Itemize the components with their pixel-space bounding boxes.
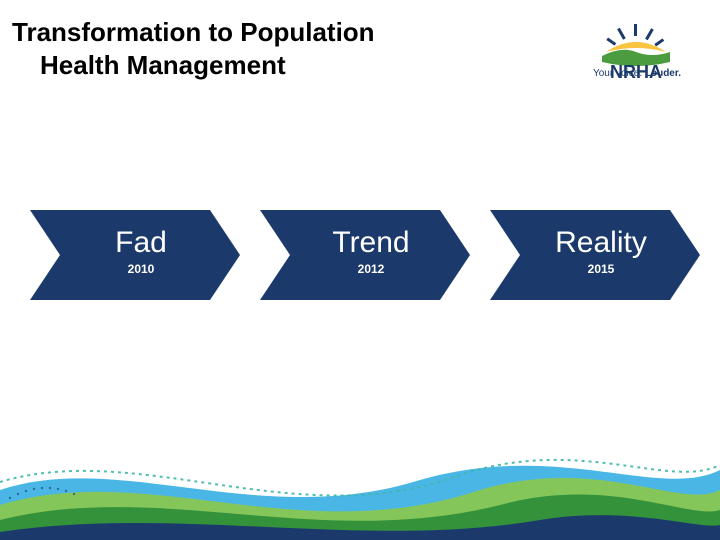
slide: Transformation to Population Health Mana… (0, 0, 720, 540)
tagline-part-2: Louder. (645, 68, 681, 79)
step-1-year: 2010 (46, 262, 236, 276)
chevron-1-label: Fad 2010 (46, 228, 236, 276)
slide-title: Transformation to Population Health Mana… (12, 16, 412, 81)
step-2-year: 2012 (276, 262, 466, 276)
step-3-year: 2015 (506, 262, 696, 276)
chevron-3-label: Reality 2015 (506, 228, 696, 276)
chevron-2-label: Trend 2012 (276, 228, 466, 276)
nrha-logo: NRHA (572, 12, 702, 92)
tagline-part-1: Your voice. (593, 68, 642, 79)
step-3-label: Reality (506, 228, 696, 258)
nrha-logo-svg: NRHA (572, 12, 702, 92)
step-1-label: Fad (46, 228, 236, 258)
process-chevrons: Fad 2010 Trend 2012 Reality 2015 (0, 210, 720, 300)
step-2-label: Trend (276, 228, 466, 258)
footer-waves (0, 420, 720, 540)
title-line-1: Transformation to Population (12, 16, 412, 49)
logo-tagline: Your voice. Louder. (572, 68, 702, 79)
title-line-2: Health Management (12, 49, 412, 82)
